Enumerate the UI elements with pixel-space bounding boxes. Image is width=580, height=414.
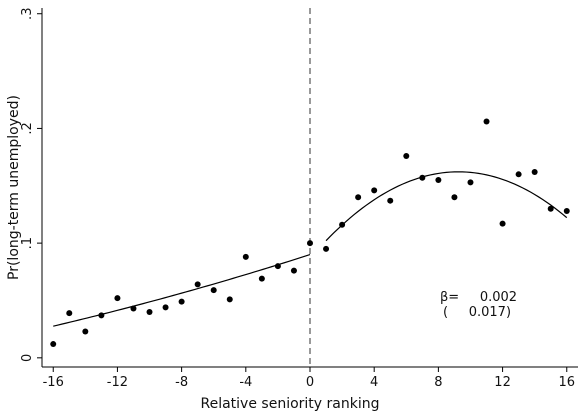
y-axis-ticks: 0 .1 .2 .3 [20,8,42,362]
data-point [403,152,410,159]
data-point [451,194,458,201]
data-point [162,304,169,311]
x-tick-label: 4 [370,375,378,390]
data-point [226,296,233,303]
x-tick-label: -8 [175,375,188,390]
data-point [323,245,330,252]
data-point [467,179,474,186]
data-point [258,275,265,282]
data-point [98,312,105,319]
data-point [146,308,153,315]
x-tick-label: -12 [107,375,128,390]
data-point [50,341,57,348]
fit-curve-left [53,254,311,327]
data-point [82,328,89,335]
beta-annotation: β= 0.002 [440,290,517,305]
x-axis-title: Relative seniority ranking [201,396,380,412]
x-tick-label: 16 [558,375,575,390]
data-point [515,171,522,178]
data-point [419,174,426,181]
x-tick-label: 12 [494,375,511,390]
data-point [130,305,137,312]
x-tick-label: 8 [434,375,442,390]
data-point [210,287,217,294]
data-point [435,177,442,184]
x-tick-label: -4 [239,375,252,390]
y-tick-label: 0 [20,354,35,362]
data-point [242,253,249,260]
data-point [387,197,394,204]
data-point [290,267,297,274]
data-point [274,263,281,270]
data-point [66,310,73,317]
data-point [307,240,313,247]
data-point [563,208,570,215]
x-tick-label: -16 [43,375,64,390]
y-tick-label: .1 [20,237,35,249]
data-point [531,169,538,176]
x-tick-label: 0 [306,375,314,390]
data-point [114,295,121,302]
data-point [483,118,490,125]
data-point [194,281,201,288]
se-annotation: ( 0.017) [443,305,511,320]
y-tick-label: .3 [20,8,35,20]
data-point [339,221,346,228]
x-axis-ticks: -16 -12 -8 -4 0 4 8 12 16 [43,367,575,390]
data-point [499,220,506,227]
data-point [178,298,185,305]
data-point [355,194,362,201]
y-axis-title: Pr(long-term unemployed) [6,95,22,280]
data-point [547,205,554,212]
y-tick-label: .2 [20,122,35,134]
data-point [371,187,378,194]
fit-curve-right [325,171,568,242]
data-points [50,118,570,348]
